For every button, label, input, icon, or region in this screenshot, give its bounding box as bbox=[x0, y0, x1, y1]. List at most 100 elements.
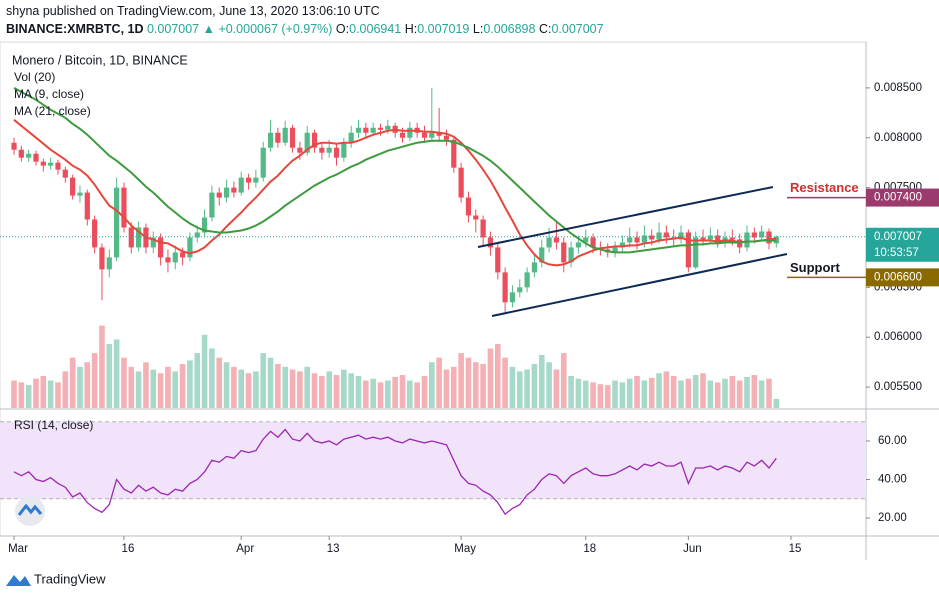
ohlc-label: L: bbox=[472, 22, 484, 36]
volume-bar bbox=[634, 375, 640, 408]
volume-bar bbox=[553, 369, 560, 408]
candle-body bbox=[223, 187, 230, 198]
candle-body bbox=[480, 219, 486, 238]
volume-bar bbox=[692, 375, 699, 408]
candle-body bbox=[465, 197, 472, 216]
candle-body bbox=[136, 227, 142, 248]
candle-body bbox=[751, 232, 757, 238]
candle-body bbox=[531, 262, 538, 273]
volume-bar bbox=[165, 366, 171, 408]
volume-bar bbox=[84, 362, 91, 408]
candle-body bbox=[663, 232, 669, 238]
candle-body bbox=[231, 187, 237, 193]
countdown: 10:53:57 bbox=[874, 247, 919, 259]
level-name: Resistance bbox=[790, 180, 859, 195]
volume-bar bbox=[516, 371, 523, 408]
candle-body bbox=[700, 237, 706, 240]
volume-bar bbox=[443, 369, 450, 408]
candle-body bbox=[282, 127, 288, 143]
candle-body bbox=[158, 237, 164, 258]
volume-bar bbox=[260, 353, 267, 408]
volume-bar bbox=[311, 373, 318, 408]
volume-bar bbox=[766, 378, 772, 408]
volume-bar bbox=[648, 377, 655, 408]
candle-body bbox=[495, 247, 501, 273]
volume-bar bbox=[150, 369, 157, 408]
volume-bar bbox=[502, 357, 508, 408]
volume-bar bbox=[128, 366, 135, 408]
rsi-layer bbox=[0, 421, 866, 516]
candle-body bbox=[77, 192, 83, 196]
volume-bar bbox=[231, 366, 237, 408]
volume-bar bbox=[722, 378, 728, 408]
volume-bar bbox=[113, 339, 120, 408]
volume-bar bbox=[187, 360, 193, 408]
volume-bar bbox=[106, 343, 113, 408]
volume-bar bbox=[663, 371, 670, 408]
volume-bar bbox=[341, 369, 347, 408]
candle-body bbox=[297, 147, 303, 153]
candle-body bbox=[11, 142, 17, 150]
volume-bar bbox=[385, 380, 391, 408]
candle-body bbox=[326, 147, 332, 153]
volume-bar bbox=[18, 382, 25, 408]
y-tick-label: 0.006000 bbox=[874, 331, 922, 343]
x-tick-label: Jun bbox=[683, 543, 702, 555]
volume-bar bbox=[407, 380, 413, 408]
x-tick-label: Mar bbox=[8, 543, 28, 555]
volume-bar bbox=[758, 380, 765, 408]
volume-bar bbox=[348, 373, 354, 408]
candle-body bbox=[443, 135, 450, 140]
rsi-line bbox=[13, 428, 777, 516]
candle-body bbox=[26, 153, 32, 158]
volume-bar bbox=[275, 364, 281, 408]
volume-bar bbox=[223, 362, 230, 408]
candle-body bbox=[194, 232, 200, 238]
volume-bar bbox=[55, 382, 61, 408]
candle-body bbox=[165, 257, 171, 263]
candle-body bbox=[641, 235, 647, 243]
level-name: Support bbox=[790, 260, 840, 275]
level-box bbox=[866, 268, 939, 287]
volume-bar bbox=[538, 354, 545, 408]
ohlc-value: 0.007019 bbox=[417, 22, 470, 36]
candle-body bbox=[370, 127, 376, 133]
candle-body bbox=[150, 237, 156, 248]
volume-bar bbox=[472, 362, 479, 408]
volume-bar bbox=[370, 378, 376, 408]
candle-body bbox=[363, 127, 369, 133]
candle-body bbox=[693, 237, 699, 268]
volume-bar bbox=[179, 364, 186, 408]
candle-body bbox=[568, 247, 574, 263]
candle-body bbox=[524, 272, 530, 288]
y-tick-label: 0.008000 bbox=[874, 132, 922, 144]
volume-bar bbox=[209, 348, 215, 408]
volume-bar bbox=[421, 375, 428, 408]
symbol-line: BINANCE:XMRBTC, 1D 0.007007 ▲ +0.000067 … bbox=[6, 22, 604, 36]
ohlc-label: C: bbox=[538, 22, 552, 36]
volume-bar bbox=[531, 364, 538, 408]
volume-bar bbox=[216, 357, 223, 408]
volume-bar bbox=[143, 362, 149, 408]
candle-body bbox=[649, 235, 655, 240]
candle-body bbox=[209, 192, 215, 218]
volume-bar bbox=[121, 357, 127, 408]
candle-body bbox=[407, 127, 413, 138]
candle-body bbox=[561, 242, 567, 263]
volume-bar bbox=[326, 371, 332, 408]
volume-bar bbox=[729, 375, 736, 408]
candle-body bbox=[121, 187, 127, 228]
candle-body bbox=[590, 237, 596, 248]
volume-bar bbox=[363, 380, 369, 408]
volume-bar bbox=[560, 353, 567, 408]
candle-body bbox=[715, 235, 721, 243]
volume-bar bbox=[377, 382, 384, 408]
candle-body bbox=[92, 219, 98, 248]
x-tick-label: 15 bbox=[789, 543, 802, 555]
candle-body bbox=[128, 227, 134, 248]
volume-bar bbox=[436, 357, 442, 408]
footer-logo bbox=[6, 575, 31, 586]
candle-body bbox=[114, 187, 120, 258]
